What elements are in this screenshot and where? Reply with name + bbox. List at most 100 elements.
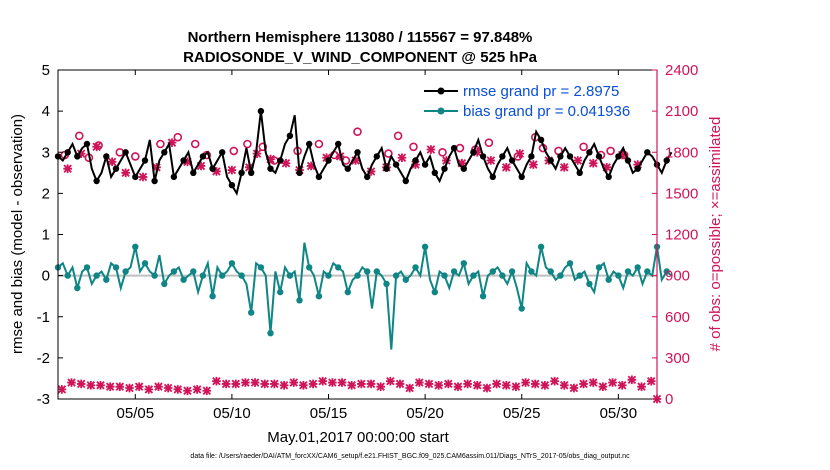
bias-point xyxy=(112,264,120,271)
bias-point xyxy=(528,268,535,275)
obs_bottom-marker xyxy=(617,380,627,390)
obs_bottom-marker xyxy=(96,380,105,390)
bias-point xyxy=(64,272,71,279)
x-axis: 05/05 05/10 05/15 05/20 05/25 05/30 xyxy=(117,70,637,422)
obs_bottom-marker xyxy=(453,382,463,391)
legend-rmse-label: rmse grand pr = 2.8975 xyxy=(463,83,619,100)
y-tick-label: 4 xyxy=(42,103,50,120)
rmse-point xyxy=(180,157,187,164)
obs_bottom-marker xyxy=(637,382,646,391)
bias-point xyxy=(518,305,525,312)
bias-point xyxy=(373,268,380,275)
bias-point xyxy=(364,268,371,275)
rmse-point xyxy=(141,157,149,164)
obs_bottom-marker xyxy=(192,385,202,394)
bias-point xyxy=(267,330,274,337)
bias-point xyxy=(412,264,419,271)
obs_assimilated-marker xyxy=(457,158,467,168)
obs_assimilated-marker xyxy=(397,153,407,163)
rmse-point xyxy=(228,182,236,189)
obs_assimilated-marker xyxy=(515,149,525,158)
obs_assimilated-marker xyxy=(529,160,538,169)
y-tick-label: 2 xyxy=(42,185,50,202)
obs_assimilated-marker xyxy=(573,156,583,165)
rmse-point xyxy=(335,140,342,148)
rmse-point xyxy=(605,173,612,181)
bias-point xyxy=(644,268,651,275)
obs_bottom-marker xyxy=(559,380,569,390)
rmse-point xyxy=(83,140,91,148)
rmse-point xyxy=(190,169,197,176)
bias-point xyxy=(74,284,81,292)
rmse-point xyxy=(489,173,496,181)
obs_bottom-marker xyxy=(299,380,308,390)
rmse-point xyxy=(586,149,593,156)
rmse-point xyxy=(170,173,178,181)
obs_bottom-marker xyxy=(482,383,492,393)
rmse-point xyxy=(306,140,313,148)
obs_bottom-marker xyxy=(125,383,134,393)
rmse-point xyxy=(209,165,216,172)
obs_bottom-marker xyxy=(492,379,501,389)
obs_bottom-marker xyxy=(588,378,598,387)
bias-point xyxy=(103,276,110,283)
bias-point xyxy=(586,280,593,288)
bias-point xyxy=(180,276,187,283)
obs_bottom-marker xyxy=(424,379,434,389)
obs_bottom-marker xyxy=(501,380,511,390)
bias-point xyxy=(199,272,207,279)
obs_bottom-marker xyxy=(163,383,173,393)
obs_bottom-marker xyxy=(115,382,125,391)
obs_bottom-marker xyxy=(279,380,289,390)
bias-point xyxy=(615,272,622,279)
bias-point xyxy=(566,260,574,267)
obs_assimilated-marker xyxy=(266,154,275,164)
bias-point xyxy=(170,268,178,275)
bias-point xyxy=(141,260,149,267)
y2-tick-label: 1200 xyxy=(665,227,698,244)
obs_assimilated-marker xyxy=(138,172,148,182)
bias-point xyxy=(354,272,361,279)
obs_bottom-marker xyxy=(646,376,656,386)
rmse-point xyxy=(277,157,284,164)
bias-point xyxy=(228,260,236,267)
y2-axis-label: # of obs: o=possible; ×=assimilated xyxy=(707,117,724,352)
y-tick-label: 5 xyxy=(42,62,50,79)
rmse-point xyxy=(644,149,651,156)
obs_bottom-marker xyxy=(434,380,443,390)
x-tick-label: 05/10 xyxy=(213,405,251,422)
bias-point xyxy=(296,297,303,304)
bias-point xyxy=(663,268,670,275)
obs_bottom-marker xyxy=(550,376,559,386)
x-tick-label: 05/25 xyxy=(503,405,541,422)
obs_bottom-marker xyxy=(154,382,163,391)
rmse-point xyxy=(518,173,525,181)
obs_assimilated-marker xyxy=(472,147,482,157)
obs_possible-marker xyxy=(156,139,165,149)
obs_bottom-marker xyxy=(395,379,405,389)
obs_assimilated-marker xyxy=(306,161,316,171)
bias-point xyxy=(344,288,351,296)
obs_bottom-marker xyxy=(241,378,250,387)
obs_possible-marker xyxy=(384,149,393,158)
obs_assimilated-marker xyxy=(602,163,612,172)
x-axis-label: May.01,2017 00:00:00 start xyxy=(267,429,449,446)
obs_assimilated-marker xyxy=(442,156,451,165)
obs_bottom-marker xyxy=(347,380,357,390)
obs_bottom-marker xyxy=(76,379,86,389)
rmse-point xyxy=(663,157,670,164)
rmse-point xyxy=(151,177,158,185)
rmse-point xyxy=(364,173,371,181)
rmse-point xyxy=(479,153,487,160)
rmse-point xyxy=(431,169,438,176)
y2-tick-label: 2400 xyxy=(665,62,698,79)
obs_assimilated-marker xyxy=(281,158,291,168)
obs_assimilated-marker xyxy=(426,145,436,154)
obs_bottom-marker xyxy=(183,386,192,396)
bias-point xyxy=(499,272,506,279)
rmse-point xyxy=(528,153,535,160)
obs_assimilated-marker xyxy=(588,158,598,168)
rmse-point xyxy=(460,165,467,172)
rmse-point xyxy=(74,153,81,160)
bias-point xyxy=(83,264,91,271)
